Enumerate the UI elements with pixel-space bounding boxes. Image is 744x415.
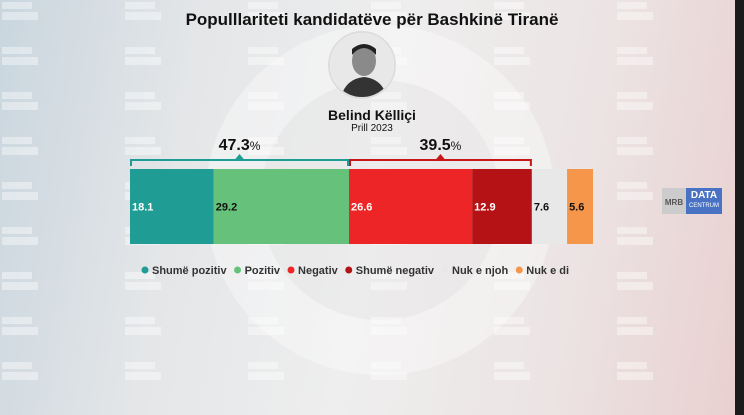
legend-label: Shumë negativ xyxy=(356,265,435,277)
group-bracket-arrow xyxy=(234,154,245,160)
watermark-logo xyxy=(617,272,653,290)
bar-segment xyxy=(567,169,593,244)
bar-label: 29.2 xyxy=(216,202,237,214)
watermark-logo xyxy=(371,272,407,290)
bar-segment xyxy=(130,169,214,244)
watermark-logo xyxy=(617,92,653,110)
legend-dot xyxy=(441,266,449,274)
candidate-name: Belind Këlliçi xyxy=(328,107,416,123)
watermark-logo xyxy=(371,317,407,335)
watermark-logo xyxy=(2,317,38,335)
watermark-logo xyxy=(371,2,407,20)
watermark-logo xyxy=(494,47,530,65)
watermark-logo xyxy=(125,2,161,20)
legend-dot xyxy=(287,266,295,274)
bar-segment xyxy=(531,169,568,244)
watermark-logo xyxy=(2,272,38,290)
legend-label: Nuk e di xyxy=(526,265,569,277)
watermark-logo xyxy=(248,47,284,65)
watermark-logo xyxy=(2,137,38,155)
bar-label: 5.6 xyxy=(569,202,584,214)
watermark-logo xyxy=(125,362,161,380)
watermark-logo xyxy=(248,317,284,335)
bar-segment xyxy=(472,169,532,244)
watermark-logo xyxy=(617,317,653,335)
bar-label: 26.6 xyxy=(351,202,372,214)
group-bracket xyxy=(348,159,532,166)
watermark-logo xyxy=(125,137,161,155)
bar-segment xyxy=(348,169,473,244)
watermark-logo xyxy=(248,137,284,155)
watermark-logo xyxy=(371,137,407,155)
data-centrum-logo: MRB DATA CENTRUM xyxy=(662,188,722,214)
watermark-logo xyxy=(617,362,653,380)
watermark-logo xyxy=(494,272,530,290)
watermark-logo xyxy=(494,137,530,155)
watermark-logo xyxy=(617,137,653,155)
watermark-logo xyxy=(494,362,530,380)
watermark-logo xyxy=(125,47,161,65)
window-edge xyxy=(735,0,744,415)
legend-label: Shumë pozitiv xyxy=(152,265,227,277)
watermark-logo xyxy=(248,2,284,20)
watermark-logo xyxy=(2,227,38,245)
legend-dot xyxy=(234,266,242,274)
watermark-logo xyxy=(494,92,530,110)
legend-label: Pozitiv xyxy=(245,265,281,277)
watermark-logo xyxy=(617,2,653,20)
watermark-logo xyxy=(617,47,653,65)
watermark-logo xyxy=(125,272,161,290)
watermark-logo xyxy=(2,92,38,110)
watermark-logo xyxy=(248,272,284,290)
group-bracket-arrow xyxy=(435,154,446,160)
bar-label: 12.9 xyxy=(474,202,495,214)
legend-dot xyxy=(515,266,523,274)
watermark-logo xyxy=(248,362,284,380)
legend-label: Negativ xyxy=(298,265,339,277)
bar-label: 7.6 xyxy=(534,202,549,214)
chart-subtitle: Prill 2023 xyxy=(351,123,393,134)
watermark-logo xyxy=(371,362,407,380)
watermark-grid xyxy=(2,2,744,380)
legend-dot xyxy=(345,266,353,274)
group-total-label: 39.5% xyxy=(420,137,462,154)
legend-dot xyxy=(141,266,149,274)
chart-title: Populllariteti kandidatëve për Bashkinë … xyxy=(185,10,559,29)
watermark-logo xyxy=(371,92,407,110)
watermark-logo xyxy=(617,182,653,200)
watermark-logo xyxy=(494,2,530,20)
watermark-logo xyxy=(125,317,161,335)
watermark-logo xyxy=(494,317,530,335)
group-total-label: 47.3% xyxy=(219,137,261,154)
watermark-logo xyxy=(248,92,284,110)
bar-segment xyxy=(213,169,349,244)
watermark-logo xyxy=(2,47,38,65)
candidate-photo xyxy=(328,31,396,99)
watermark-logo xyxy=(125,92,161,110)
group-bracket xyxy=(130,159,349,166)
watermark-logo xyxy=(2,182,38,200)
bar-label: 18.1 xyxy=(132,202,153,214)
watermark-logo xyxy=(2,2,38,20)
legend-label: Nuk e njoh xyxy=(452,265,509,277)
watermark-logo xyxy=(2,362,38,380)
watermark-logo xyxy=(617,227,653,245)
